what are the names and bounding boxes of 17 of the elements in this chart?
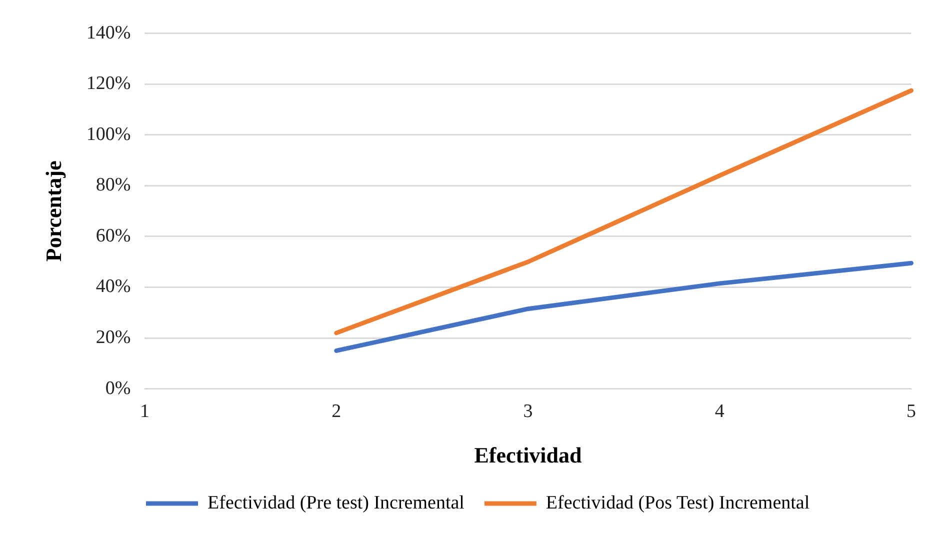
y-tick-label: 40%	[96, 276, 131, 298]
y-tick-label: 20%	[96, 327, 131, 348]
x-tick-label: 3	[523, 401, 533, 422]
y-tick-label: 100%	[86, 124, 131, 145]
x-axis-title: Efectividad	[474, 442, 582, 468]
x-tick-label: 2	[332, 401, 342, 422]
legend-label: Efectividad (Pre test) Incremental	[208, 492, 464, 514]
x-tick-label: 4	[714, 401, 725, 422]
x-tick-label: 1	[140, 401, 150, 422]
y-axis-title: Porcentaje	[40, 160, 66, 262]
y-tick-label: 140%	[86, 22, 131, 44]
y-tick-label: 60%	[96, 225, 131, 246]
y-tick-label: 0%	[105, 378, 131, 399]
y-tick-label: 120%	[86, 73, 131, 94]
legend-label: Efectividad (Pos Test) Incremental	[546, 492, 810, 514]
y-tick-label: 80%	[96, 174, 131, 196]
x-tick-label: 5	[906, 401, 916, 422]
